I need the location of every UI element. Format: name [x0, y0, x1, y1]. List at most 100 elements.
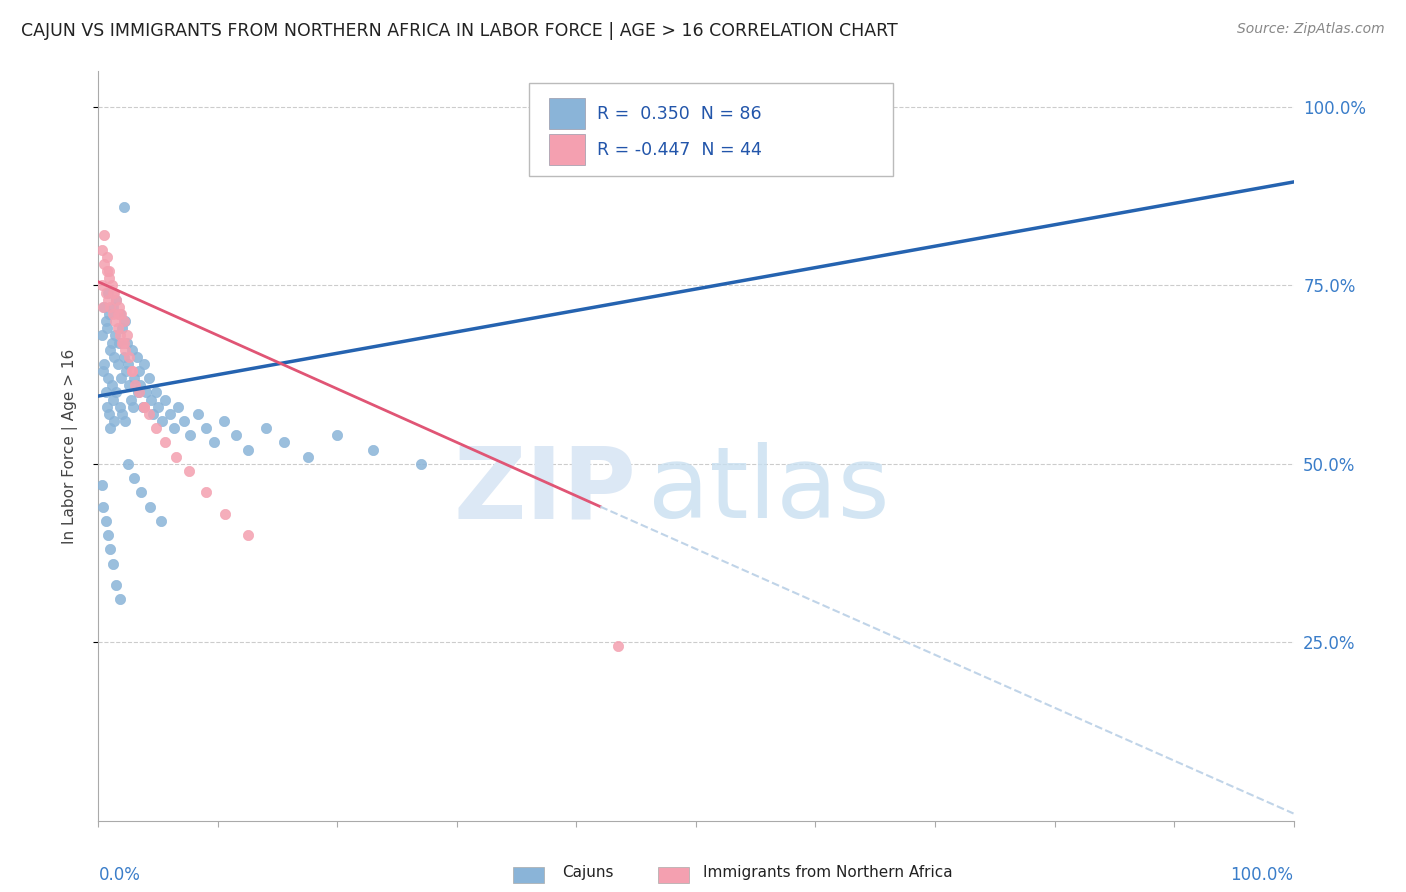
- Y-axis label: In Labor Force | Age > 16: In Labor Force | Age > 16: [62, 349, 77, 543]
- Point: [202, 435, 225, 450]
- Point: [98, 300, 122, 314]
- Point: [212, 414, 235, 428]
- Point: [91, 500, 114, 514]
- Point: [93, 357, 115, 371]
- Point: [139, 392, 162, 407]
- Point: [131, 400, 153, 414]
- Point: [117, 457, 139, 471]
- Point: [100, 335, 122, 350]
- Point: [96, 321, 118, 335]
- Point: [254, 421, 277, 435]
- Point: [150, 414, 173, 428]
- Text: Immigrants from Northern Africa: Immigrants from Northern Africa: [703, 865, 953, 880]
- Point: [98, 407, 121, 421]
- Point: [107, 307, 129, 321]
- Point: [100, 278, 122, 293]
- Point: [97, 528, 120, 542]
- Point: [118, 378, 141, 392]
- Point: [363, 442, 385, 457]
- Point: [124, 378, 146, 392]
- Point: [93, 257, 115, 271]
- Point: [101, 557, 124, 571]
- Point: [108, 328, 131, 343]
- Point: [124, 371, 146, 385]
- Point: [115, 364, 138, 378]
- Point: [112, 335, 135, 350]
- Point: [117, 357, 139, 371]
- Point: [173, 414, 195, 428]
- Text: CAJUN VS IMMIGRANTS FROM NORTHERN AFRICA IN LABOR FORCE | AGE > 16 CORRELATION C: CAJUN VS IMMIGRANTS FROM NORTHERN AFRICA…: [21, 22, 898, 40]
- Point: [132, 400, 155, 414]
- Point: [167, 400, 190, 414]
- Point: [105, 293, 128, 307]
- Point: [128, 364, 150, 378]
- Point: [97, 285, 120, 300]
- Point: [236, 442, 259, 457]
- Text: R = -0.447  N = 44: R = -0.447 N = 44: [596, 141, 762, 159]
- Point: [127, 385, 149, 400]
- Point: [124, 471, 146, 485]
- Point: [195, 421, 218, 435]
- Text: R =  0.350  N = 86: R = 0.350 N = 86: [596, 105, 762, 123]
- Point: [101, 392, 124, 407]
- Point: [132, 357, 155, 371]
- Point: [96, 264, 118, 278]
- Point: [120, 392, 142, 407]
- Point: [122, 400, 145, 414]
- Point: [132, 400, 155, 414]
- Point: [105, 385, 128, 400]
- Point: [91, 278, 114, 293]
- Point: [96, 400, 118, 414]
- Point: [108, 400, 131, 414]
- Point: [142, 407, 165, 421]
- Point: [91, 364, 114, 378]
- Point: [155, 435, 177, 450]
- Point: [149, 514, 172, 528]
- Point: [115, 328, 138, 343]
- Point: [101, 300, 124, 314]
- Point: [105, 293, 128, 307]
- Point: [111, 321, 134, 335]
- Point: [121, 364, 143, 378]
- Point: [139, 500, 162, 514]
- Point: [112, 200, 135, 214]
- Point: [97, 293, 120, 307]
- Point: [121, 343, 143, 357]
- Point: [326, 428, 349, 442]
- Point: [107, 300, 129, 314]
- Point: [101, 307, 124, 321]
- Point: [98, 264, 121, 278]
- Point: [114, 314, 136, 328]
- Point: [112, 314, 135, 328]
- FancyBboxPatch shape: [529, 83, 893, 177]
- Point: [111, 335, 134, 350]
- Point: [91, 300, 114, 314]
- Point: [159, 407, 181, 421]
- Point: [118, 350, 141, 364]
- Point: [93, 300, 115, 314]
- Point: [129, 378, 152, 392]
- Point: [107, 357, 129, 371]
- Point: [104, 328, 127, 343]
- Point: [607, 639, 630, 653]
- Text: Cajuns: Cajuns: [562, 865, 614, 880]
- Point: [93, 228, 115, 243]
- Point: [105, 578, 128, 592]
- Point: [107, 321, 129, 335]
- Point: [145, 421, 167, 435]
- Point: [297, 450, 319, 464]
- Point: [91, 478, 114, 492]
- Point: [125, 350, 148, 364]
- Point: [148, 400, 170, 414]
- Point: [114, 343, 136, 357]
- Text: 0.0%: 0.0%: [98, 865, 141, 884]
- Point: [411, 457, 433, 471]
- Point: [108, 307, 131, 321]
- Point: [94, 385, 117, 400]
- Point: [236, 528, 259, 542]
- Point: [110, 371, 132, 385]
- Point: [103, 285, 125, 300]
- Point: [145, 385, 167, 400]
- Point: [225, 428, 247, 442]
- Point: [94, 285, 117, 300]
